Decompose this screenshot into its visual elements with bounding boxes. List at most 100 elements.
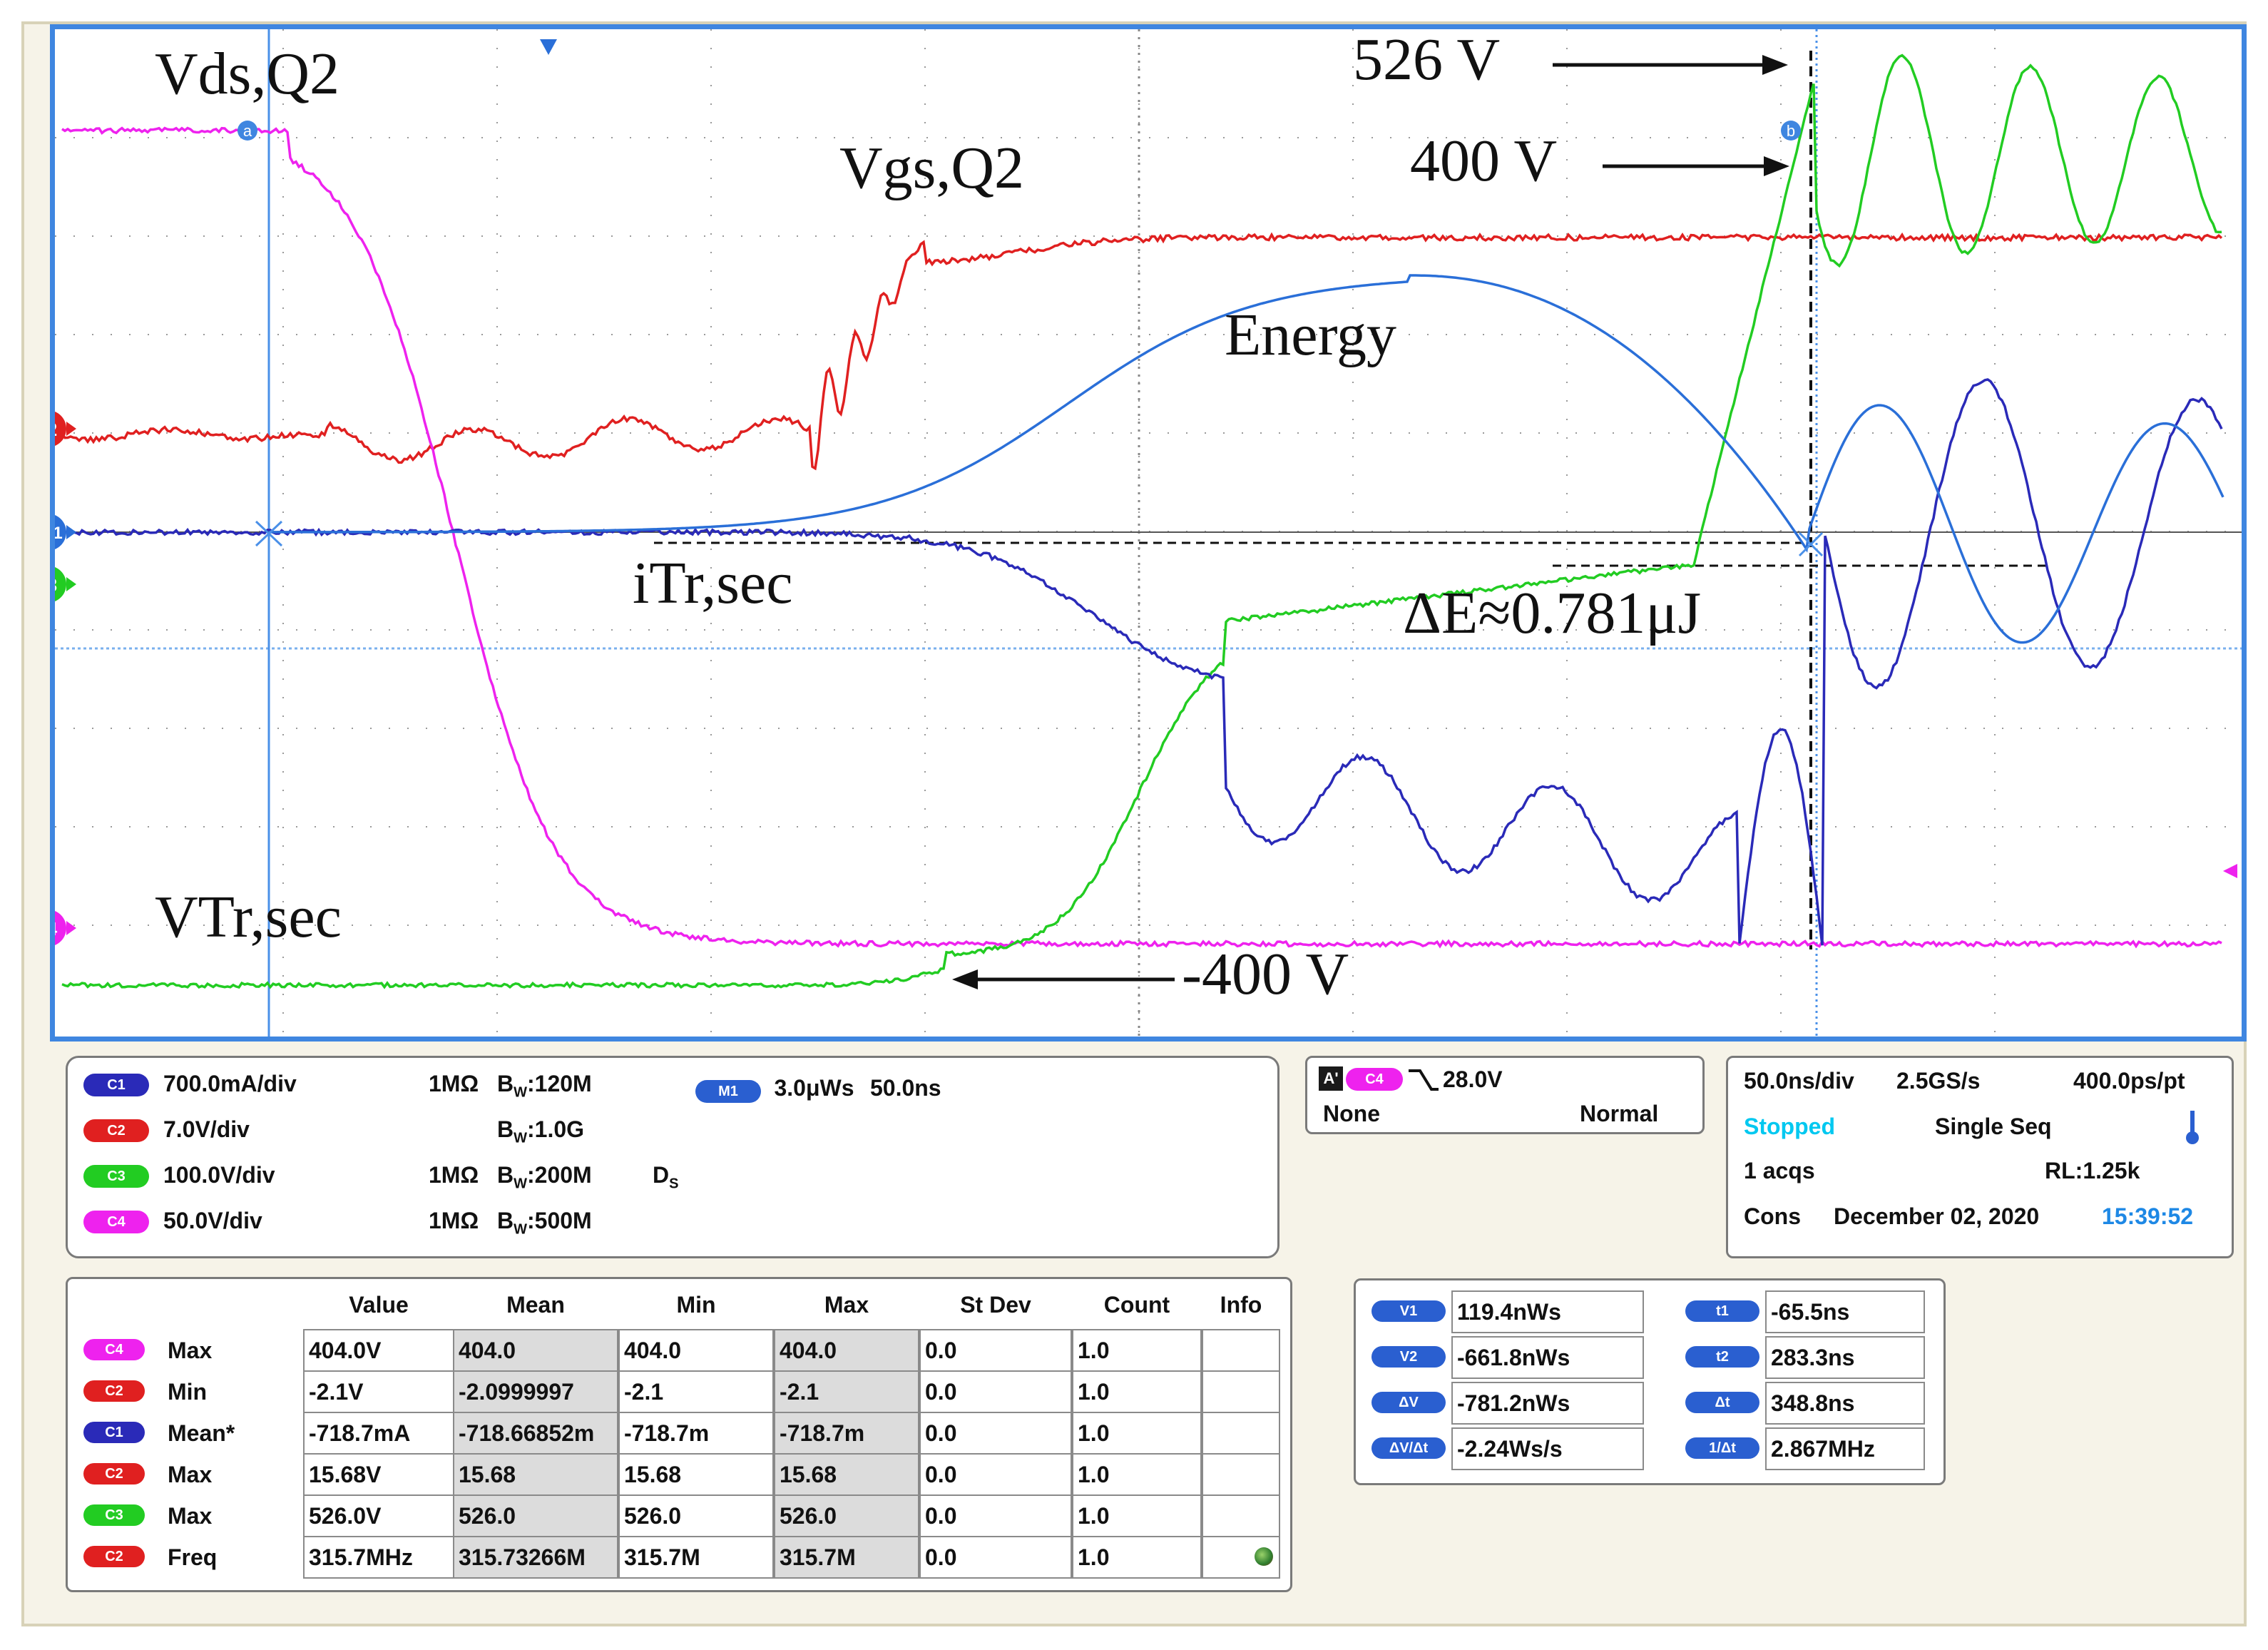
energy-label: Energy — [1225, 302, 1396, 368]
measurement-cell-info — [1202, 1329, 1280, 1372]
svg-text:3: 3 — [55, 574, 57, 596]
measurement-cell-value: 315.7MHz — [303, 1536, 454, 1579]
channel-row-c3[interactable]: C3 100.0V/div 1MΩ BW:200M DS — [83, 1162, 797, 1193]
trigger-level: 28.0V — [1443, 1066, 1503, 1093]
channel-scale: 50.0V/div — [163, 1208, 262, 1234]
measurement-source: C2 — [83, 1463, 145, 1485]
measurement-type: Max — [168, 1338, 212, 1364]
measurement-header: Mean — [453, 1292, 618, 1318]
cursor-a-marker[interactable]: a — [237, 121, 257, 141]
measurement-source: C2 — [83, 1546, 145, 1567]
cursor-b-marker[interactable]: b — [1781, 121, 1801, 141]
vgs-label: Vgs,Q2 — [839, 135, 1024, 201]
v400-label: 400 V — [1410, 128, 1557, 194]
measurement-row[interactable]: C4 Max 404.0V 404.0 404.0 404.0 0.0 1.0 — [68, 1329, 1292, 1372]
svg-text:b: b — [1787, 122, 1795, 140]
measurement-header: St Dev — [919, 1292, 1072, 1318]
measurement-row[interactable]: C3 Max 526.0V 526.0 526.0 526.0 0.0 1.0 — [68, 1494, 1292, 1537]
cursor-tag: ΔV/Δt — [1371, 1437, 1446, 1459]
measurement-source: C3 — [83, 1504, 145, 1526]
channel-settings-panel: C1 700.0mA/div 1MΩ BW:120M C2 7.0V/div BW:1.0G… — [66, 1056, 1279, 1258]
svg-text:4: 4 — [55, 918, 58, 939]
cursor-readout-row: V2 -661.8nWs t2 283.3ns — [1356, 1336, 1945, 1379]
channel-scale: 7.0V/div — [163, 1116, 250, 1143]
measurement-type: Mean* — [168, 1420, 235, 1447]
channel-bandwidth: BW:200M — [497, 1162, 592, 1192]
measurement-cell-max: 404.0 — [774, 1329, 919, 1372]
measurement-cell-max: 526.0 — [774, 1494, 919, 1537]
measurement-row[interactable]: C2 Max 15.68V 15.68 15.68 15.68 0.0 1.0 — [68, 1453, 1292, 1496]
cursor-tag: ΔV — [1371, 1392, 1446, 1413]
resolution-value: 400.0ps/pt — [2073, 1068, 2185, 1094]
measurement-cell-min: 15.68 — [618, 1453, 774, 1496]
measurement-type: Max — [168, 1503, 212, 1529]
measurement-cell-count: 1.0 — [1072, 1536, 1202, 1579]
measurement-cell-value: 15.68V — [303, 1453, 454, 1496]
cursor-time-tag: t1 — [1685, 1300, 1759, 1322]
acquisition-mode: Single Seq — [1935, 1114, 2052, 1140]
acquisition-date: December 02, 2020 — [1834, 1203, 2039, 1230]
cursor-time-tag: Δt — [1685, 1392, 1759, 1413]
trigger-panel[interactable]: A' C4 28.0V None Normal — [1305, 1056, 1705, 1134]
cons-label: Cons — [1744, 1203, 1801, 1230]
cursor-readout-panel: V1 119.4nWs t1 -65.5ns V2 -661.8nWs t2 283.3ns Δ… — [1354, 1278, 1946, 1485]
record-length: RL:1.25k — [2045, 1158, 2140, 1184]
trigger-coupling: None — [1323, 1101, 1380, 1127]
measurement-row[interactable]: C1 Mean* -718.7mA -718.66852m -718.7m -718.7m… — [68, 1412, 1292, 1455]
acquisition-status: Stopped — [1744, 1114, 1835, 1140]
measurement-row[interactable]: C2 Min -2.1V -2.0999997 -2.1 -2.1 0.0 1.0 — [68, 1370, 1292, 1413]
channel-row-c4[interactable]: C4 50.0V/div 1MΩ BW:500M — [83, 1208, 797, 1239]
channel-bandwidth: BW:120M — [497, 1071, 592, 1101]
vds-label: Vds,Q2 — [155, 41, 339, 107]
svg-text:2: 2 — [55, 419, 57, 440]
measurement-row[interactable]: C2 Freq 315.7MHz 315.73266M 315.7M 315.7M 0.0 1… — [68, 1536, 1292, 1579]
ch3-ground-marker[interactable]: 3 — [55, 566, 76, 603]
acquisition-panel[interactable]: 50.0ns/div 2.5GS/s 400.0ps/pt Stopped Si… — [1726, 1056, 2234, 1258]
measurement-cell-mean: 526.0 — [453, 1494, 618, 1537]
cursor-value: 119.4nWs — [1451, 1290, 1644, 1333]
vgs-q2-trace — [62, 235, 2222, 469]
waveform-display[interactable]: a b 2 M1 3 4 Vds,Q2 Vgs,Q2 Energy iTr,se… — [50, 24, 2247, 1042]
channel-row-c2[interactable]: C2 7.0V/div BW:1.0G — [83, 1116, 797, 1148]
trigger-mode: Normal — [1580, 1101, 1658, 1127]
trigger-position-marker[interactable] — [540, 39, 557, 55]
v526-label: 526 V — [1353, 29, 1500, 93]
cursor-readout-row: ΔV -781.2nWs Δt 348.8ns — [1356, 1382, 1945, 1425]
measurement-cell-info — [1202, 1453, 1280, 1496]
cursor-value: -2.24Ws/s — [1451, 1427, 1644, 1470]
math-m1-settings[interactable]: M1 3.0μWs 50.0ns — [695, 1075, 941, 1103]
cursor-time-value: 2.867MHz — [1765, 1427, 1925, 1470]
sample-rate-value: 2.5GS/s — [1896, 1068, 1980, 1094]
measurement-cell-count: 1.0 — [1072, 1370, 1202, 1413]
measurement-cell-stdev: 0.0 — [919, 1329, 1072, 1372]
vtr-sec-trace — [62, 56, 2222, 987]
trigger-source: C4 — [1346, 1068, 1403, 1091]
cursor-time-tag: 1/Δt — [1685, 1437, 1759, 1459]
ch4-ground-marker[interactable]: 4 — [55, 910, 76, 947]
measurement-cell-mean: 404.0 — [453, 1329, 618, 1372]
measurement-cell-value: 404.0V — [303, 1329, 454, 1372]
measurement-source: C2 — [83, 1380, 145, 1402]
measurement-cell-max: 315.7M — [774, 1536, 919, 1579]
measurement-cell-min: 526.0 — [618, 1494, 774, 1537]
measurement-cell-info — [1202, 1370, 1280, 1413]
channel-extra-flag: DS — [653, 1162, 678, 1192]
channel-tag: C3 — [83, 1165, 149, 1188]
measurement-cell-value: -718.7mA — [303, 1412, 454, 1455]
measurement-cell-value: 526.0V — [303, 1494, 454, 1537]
m1-ground-marker[interactable]: M1 — [55, 514, 76, 551]
channel-tag: C1 — [83, 1074, 149, 1096]
arrow-526v — [1553, 55, 1788, 75]
falling-edge-icon — [1407, 1065, 1440, 1094]
arrow-400v — [1603, 156, 1789, 176]
channel-row-c1[interactable]: C1 700.0mA/div 1MΩ BW:120M — [83, 1071, 797, 1102]
measurement-cell-max: -718.7m — [774, 1412, 919, 1455]
ch2-ground-marker[interactable]: 2 — [55, 410, 76, 447]
measurement-type: Min — [168, 1379, 207, 1405]
measurement-source: C1 — [83, 1422, 145, 1443]
measurement-cell-min: -2.1 — [618, 1370, 774, 1413]
info-status-icon[interactable] — [1255, 1547, 1273, 1566]
measurement-cell-min: -718.7m — [618, 1412, 774, 1455]
measurement-header: Info — [1202, 1292, 1280, 1318]
measurement-cell-info — [1202, 1412, 1280, 1455]
